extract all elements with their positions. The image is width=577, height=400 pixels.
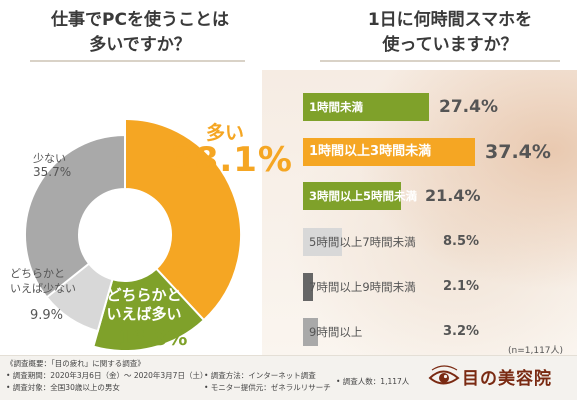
pie-chart [24, 117, 242, 350]
pie-label-少ない: 少ない [33, 152, 66, 165]
right-question-line1: 1日に何時間スマホを [367, 10, 533, 30]
right-title-underline [320, 60, 560, 62]
bar-value-5時間以上7時間未満: 8.5% [443, 234, 480, 249]
left-title-underline [30, 60, 245, 62]
pie-label-どちらかといえば多い: どちらかと いえば多い [99, 286, 189, 324]
bar-value-9時間以上: 3.2% [443, 324, 480, 339]
footer-period: • 調査期間：2020年3月6日（金）～ 2020年3月7日（土） [6, 371, 208, 380]
bar-value-7時間以上9時間未満: 2.1% [443, 279, 480, 294]
left-question-line1: 仕事でPCを使うことは [51, 10, 229, 30]
bar-5時間以上7時間未満 [303, 228, 343, 256]
bar-value-1時間未満: 27.4% [439, 97, 498, 117]
pie-value-多い: 38.1% [170, 140, 293, 180]
bar-3時間以上5時間未満 [303, 182, 402, 210]
bar-label-1時間以上3時間未満: 1時間以上3時間未満 [309, 144, 432, 159]
sample-size-note: (n=1,117人) [508, 346, 564, 356]
pie-label-line2: いえば少ない [10, 282, 76, 295]
bar-label-9時間以上: 9時間以上 [309, 325, 363, 339]
bar-label-7時間以上9時間未満: 7時間以上9時間未満 [309, 280, 416, 294]
footer-heading: 《調査概要：「目の疲れ」に関する調査》 [6, 359, 145, 368]
left-question-title: 仕事でPCを使うことは 多いですか？ [40, 8, 240, 58]
left-question-line2: 多いですか？ [89, 35, 191, 55]
header-band [0, 0, 577, 70]
pie-value-どちらかといえば多い: 16.3% [118, 326, 188, 350]
bar-label-3時間以上5時間未満: 3時間以上5時間未満 [309, 189, 418, 203]
pie-label-line2: いえば多い [106, 305, 182, 323]
bar-9時間以上 [303, 318, 318, 346]
bar-label-1時間未満: 1時間未満 [309, 100, 364, 114]
pie-value-少ない: 35.7% [33, 165, 72, 179]
footer-provider: • モニター提供元：ゼネラルリサーチ [204, 383, 331, 392]
survey-footer [0, 355, 577, 400]
bar-1時間以上3時間未満 [303, 138, 475, 166]
footer-count: • 調査人数：1,117人 [336, 377, 410, 386]
pie-slice-どちらかといえば多い [92, 267, 206, 350]
bar-label-5時間以上7時間未満: 5時間以上7時間未満 [309, 235, 416, 249]
pie-slice-多い [124, 117, 242, 322]
pie-label-多い: 多い [206, 122, 245, 144]
pie-label-line1: どちらかと [10, 267, 65, 280]
right-question-line2: 使っていますか？ [382, 35, 518, 55]
pie-label-どちらかといえば少ない: どちらかと いえば少ない [10, 266, 76, 296]
footer-method: • 調査方法：インターネット調査 [204, 371, 316, 380]
pie-slice-少ない [24, 133, 126, 299]
bar-value-1時間以上3時間未満: 37.4% [485, 141, 551, 163]
eye-logo-icon [428, 365, 460, 385]
bar-7時間以上9時間未満 [303, 273, 313, 301]
right-question-title: 1日に何時間スマホを 使っていますか？ [340, 8, 560, 58]
footer-target: • 調査対象：全国30歳以上の男女 [6, 383, 120, 392]
pie-label-line1: どちらかと [106, 286, 182, 304]
bar-1時間未満 [303, 93, 429, 121]
logo-text: 目の美容院 [462, 369, 552, 389]
pie-value-どちらかといえば少ない: 9.9% [30, 308, 64, 323]
bar-value-3時間以上5時間未満: 21.4% [425, 186, 481, 205]
